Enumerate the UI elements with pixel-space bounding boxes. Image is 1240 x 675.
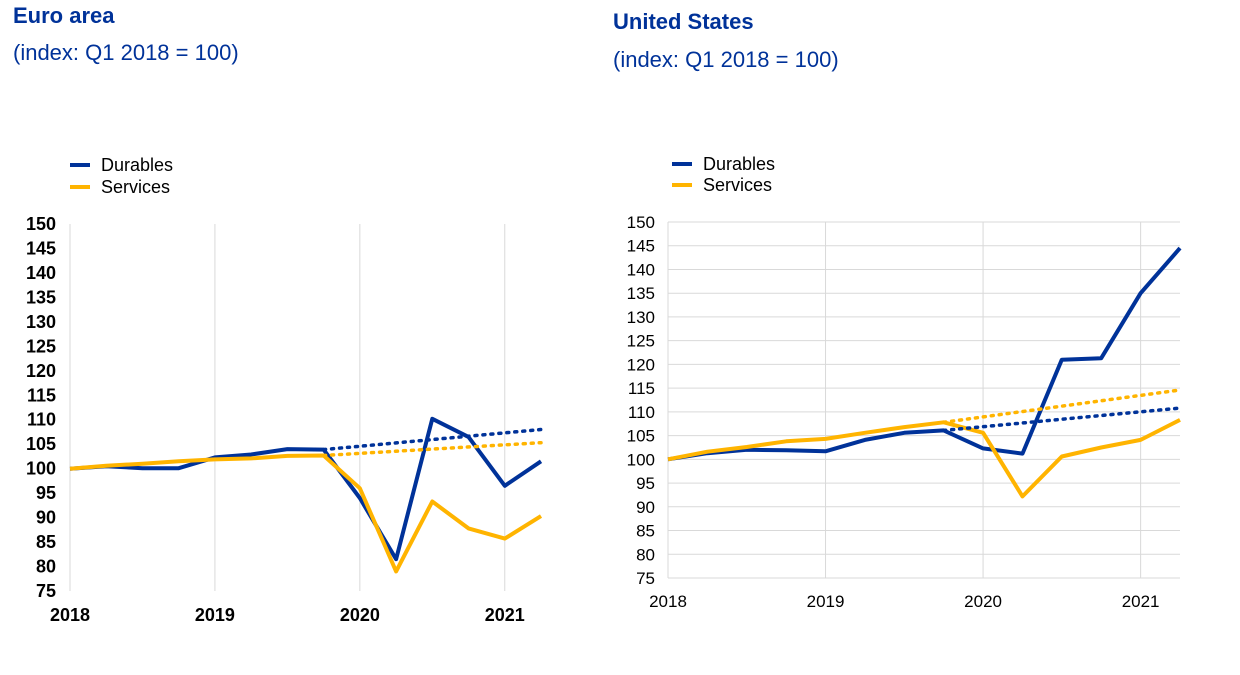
euro-area-services-line	[69, 453, 543, 574]
y-tick-label: 145	[627, 237, 655, 256]
y-tick-label: 130	[26, 312, 56, 332]
united-states-services-line	[667, 418, 1181, 499]
legend-label: Durables	[703, 154, 775, 174]
y-tick-label: 150	[627, 213, 655, 232]
x-tick-label: 2019	[195, 605, 235, 625]
y-tick-label: 105	[26, 434, 56, 454]
y-tick-label: 105	[627, 427, 655, 446]
y-tick-label: 100	[26, 459, 56, 479]
y-tick-label: 80	[636, 545, 655, 564]
euro-area-panel: Euro area (index: Q1 2018 = 100) 75 80 85 9…	[0, 0, 600, 675]
y-tick-label: 75	[636, 569, 655, 588]
united-states-durables-line	[667, 246, 1182, 462]
y-tick-label: 140	[627, 260, 655, 279]
y-tick-label: 95	[36, 483, 56, 503]
y-tick-label: 130	[627, 308, 655, 327]
y-tick-label: 80	[36, 557, 56, 577]
y-tick-label: 150	[26, 214, 56, 234]
euro-area-title: Euro area	[13, 3, 115, 28]
y-tick-label: 115	[628, 379, 655, 398]
euro-area-subtitle: (index: Q1 2018 = 100)	[13, 40, 239, 65]
y-tick-label: 140	[26, 263, 56, 283]
legend-label: Services	[101, 177, 170, 197]
x-tick-label: 2021	[1122, 592, 1160, 611]
x-tick-label: 2018	[50, 605, 90, 625]
x-tick-label: 2020	[340, 605, 380, 625]
x-tick-label: 2019	[807, 592, 845, 611]
y-tick-label: 120	[26, 361, 56, 381]
legend-label: Durables	[101, 155, 173, 175]
united-states-services-trend-line	[941, 388, 1182, 425]
y-tick-label: 135	[26, 287, 56, 307]
y-tick-label: 90	[636, 498, 655, 517]
y-tick-label: 125	[627, 332, 655, 351]
y-tick-label: 115	[27, 385, 56, 405]
y-tick-label: 135	[627, 284, 655, 303]
y-tick-label: 85	[636, 522, 655, 541]
x-tick-label: 2020	[964, 592, 1002, 611]
euro-area-chart: 75 80 85 90 95 100 105 110 115 120 125 130 135 140 145…	[26, 155, 543, 625]
y-tick-label: 90	[36, 508, 56, 528]
y-tick-label: 85	[36, 532, 56, 552]
legend-label: Services	[703, 175, 772, 195]
y-tick-label: 120	[627, 355, 655, 374]
united-states-title: United States	[613, 9, 754, 34]
united-states-subtitle: (index: Q1 2018 = 100)	[613, 47, 839, 72]
y-tick-label: 95	[636, 474, 655, 493]
euro-area-services-trend-line	[321, 440, 543, 458]
x-tick-label: 2021	[485, 605, 525, 625]
y-tick-label: 110	[27, 410, 56, 430]
y-tick-label: 100	[627, 450, 655, 469]
y-tick-label: 125	[26, 336, 56, 356]
x-tick-label: 2018	[649, 592, 687, 611]
united-states-chart: 75 80 85 90 95 100 105 110 115 120 125 130 135 140 145…	[627, 154, 1182, 611]
y-tick-label: 75	[36, 581, 56, 601]
united-states-durables-trend-line	[941, 406, 1182, 433]
euro-area-durables-trend-line	[321, 427, 543, 452]
euro-area-durables-line	[69, 416, 543, 562]
united-states-panel: United States (index: Q1 2018 = 100) 75 8…	[600, 0, 1200, 675]
y-tick-label: 145	[26, 238, 56, 258]
y-tick-label: 110	[628, 403, 655, 422]
